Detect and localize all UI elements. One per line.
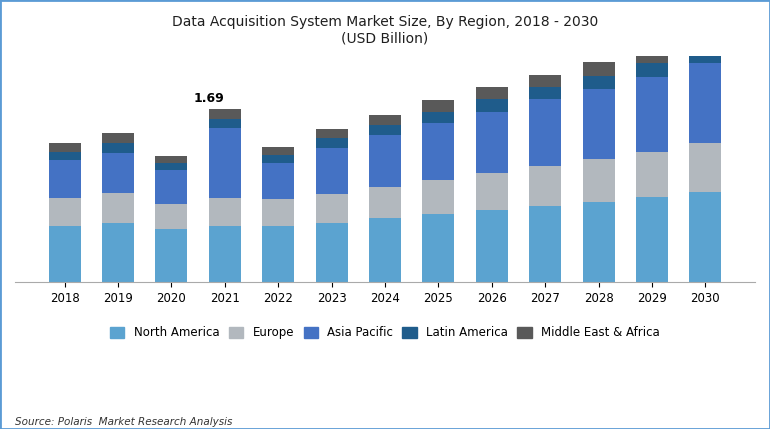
Bar bbox=[209, 198, 241, 226]
Bar bbox=[209, 109, 241, 119]
Bar bbox=[316, 223, 347, 282]
Bar bbox=[156, 156, 187, 163]
Bar bbox=[316, 194, 347, 223]
Bar bbox=[529, 206, 561, 282]
Bar bbox=[583, 89, 614, 159]
Bar bbox=[209, 128, 241, 198]
Bar bbox=[423, 214, 454, 282]
Bar bbox=[49, 198, 81, 226]
Bar bbox=[636, 77, 668, 152]
Bar bbox=[583, 62, 614, 76]
Bar bbox=[49, 143, 81, 152]
Bar bbox=[636, 63, 668, 77]
Bar bbox=[102, 193, 134, 223]
Bar bbox=[263, 199, 294, 226]
Bar bbox=[49, 226, 81, 282]
Bar bbox=[529, 166, 561, 206]
Bar bbox=[102, 143, 134, 153]
Bar bbox=[156, 229, 187, 282]
Bar bbox=[689, 49, 721, 63]
Bar bbox=[423, 112, 454, 123]
Bar bbox=[529, 99, 561, 166]
Bar bbox=[102, 133, 134, 143]
Text: 1.69: 1.69 bbox=[193, 92, 224, 106]
Legend: North America, Europe, Asia Pacific, Latin America, Middle East & Africa: North America, Europe, Asia Pacific, Lat… bbox=[105, 322, 665, 344]
Bar bbox=[209, 226, 241, 282]
Bar bbox=[423, 181, 454, 214]
Bar bbox=[156, 204, 187, 229]
Bar bbox=[263, 226, 294, 282]
Bar bbox=[369, 187, 401, 218]
Bar bbox=[423, 100, 454, 112]
Bar bbox=[263, 155, 294, 163]
Bar bbox=[583, 202, 614, 282]
Bar bbox=[316, 129, 347, 138]
Title: Data Acquisition System Market Size, By Region, 2018 - 2030
(USD Billion): Data Acquisition System Market Size, By … bbox=[172, 15, 598, 45]
Bar bbox=[476, 112, 507, 173]
Bar bbox=[49, 160, 81, 198]
Bar bbox=[636, 49, 668, 63]
Bar bbox=[263, 147, 294, 155]
Bar bbox=[156, 170, 187, 204]
Bar bbox=[316, 138, 347, 148]
Bar bbox=[369, 218, 401, 282]
Bar bbox=[636, 152, 668, 197]
Bar bbox=[529, 87, 561, 99]
Text: Source: Polaris  Market Research Analysis: Source: Polaris Market Research Analysis bbox=[15, 417, 233, 427]
Bar bbox=[529, 75, 561, 87]
Bar bbox=[689, 63, 721, 143]
Bar bbox=[476, 210, 507, 282]
Bar bbox=[316, 148, 347, 194]
Bar bbox=[156, 163, 187, 170]
Bar bbox=[689, 143, 721, 192]
Bar bbox=[209, 119, 241, 128]
Bar bbox=[102, 223, 134, 282]
Bar bbox=[583, 76, 614, 89]
Bar bbox=[102, 153, 134, 193]
Bar bbox=[476, 173, 507, 210]
Bar bbox=[583, 159, 614, 202]
Bar bbox=[263, 163, 294, 199]
Bar bbox=[49, 152, 81, 160]
Bar bbox=[369, 125, 401, 135]
Bar bbox=[636, 197, 668, 282]
Bar bbox=[689, 33, 721, 49]
Bar bbox=[369, 135, 401, 187]
Bar bbox=[369, 115, 401, 125]
Bar bbox=[476, 99, 507, 112]
Bar bbox=[476, 87, 507, 99]
Bar bbox=[423, 123, 454, 181]
Bar bbox=[689, 192, 721, 282]
